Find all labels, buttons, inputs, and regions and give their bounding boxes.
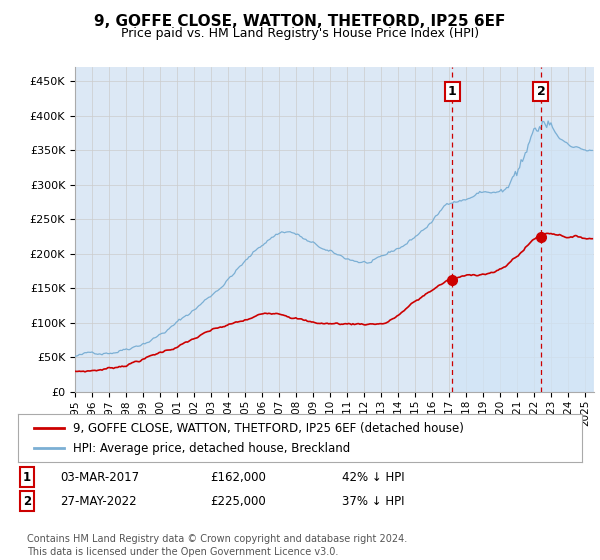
Text: 2: 2	[536, 85, 545, 98]
Text: 42% ↓ HPI: 42% ↓ HPI	[342, 470, 404, 484]
Text: 9, GOFFE CLOSE, WATTON, THETFORD, IP25 6EF: 9, GOFFE CLOSE, WATTON, THETFORD, IP25 6…	[94, 14, 506, 29]
Text: 03-MAR-2017: 03-MAR-2017	[60, 470, 139, 484]
Text: 27-MAY-2022: 27-MAY-2022	[60, 494, 137, 508]
Text: Contains HM Land Registry data © Crown copyright and database right 2024.
This d: Contains HM Land Registry data © Crown c…	[27, 534, 407, 557]
Text: 1: 1	[448, 85, 457, 98]
Text: 2: 2	[23, 494, 31, 508]
Text: £162,000: £162,000	[210, 470, 266, 484]
Legend: 9, GOFFE CLOSE, WATTON, THETFORD, IP25 6EF (detached house), HPI: Average price,: 9, GOFFE CLOSE, WATTON, THETFORD, IP25 6…	[29, 417, 469, 459]
Text: Price paid vs. HM Land Registry's House Price Index (HPI): Price paid vs. HM Land Registry's House …	[121, 27, 479, 40]
Text: 1: 1	[23, 470, 31, 484]
Text: 37% ↓ HPI: 37% ↓ HPI	[342, 494, 404, 508]
Text: £225,000: £225,000	[210, 494, 266, 508]
